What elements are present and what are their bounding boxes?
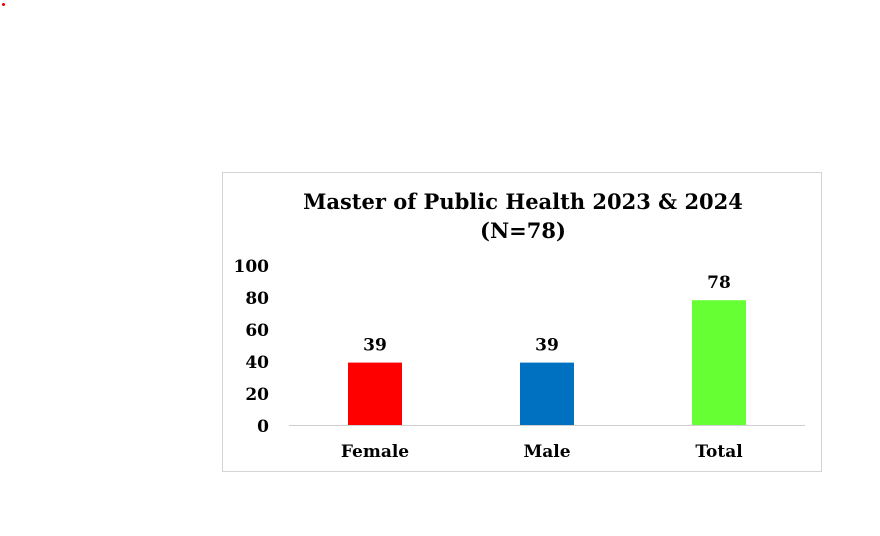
y-tick-label: 20 bbox=[245, 385, 269, 405]
x-axis: Female Male Total bbox=[341, 442, 743, 462]
bar-female bbox=[348, 362, 402, 425]
data-label-female: 39 bbox=[363, 336, 387, 356]
data-label-total: 78 bbox=[707, 273, 731, 293]
x-tick-label-total: Total bbox=[695, 442, 743, 462]
y-tick-label: 60 bbox=[245, 321, 269, 341]
chart-area: Master of Public Health 2023 & 2024 (N=7… bbox=[222, 172, 822, 472]
data-labels: 39 39 78 bbox=[363, 273, 731, 355]
red-dot-marker bbox=[2, 3, 5, 6]
bar-total bbox=[692, 300, 746, 425]
bars bbox=[348, 300, 746, 425]
chart-subtitle-line: (N=78) bbox=[480, 218, 566, 243]
bar-male bbox=[520, 362, 574, 425]
x-tick-label-female: Female bbox=[341, 442, 409, 462]
y-tick-label: 80 bbox=[245, 289, 269, 309]
y-tick-label: 40 bbox=[245, 353, 269, 373]
y-axis: 0 20 40 60 80 100 bbox=[234, 257, 270, 437]
chart-title-line: Master of Public Health 2023 & 2024 bbox=[303, 189, 743, 214]
y-tick-label: 100 bbox=[234, 257, 270, 277]
y-tick-label: 0 bbox=[257, 417, 269, 437]
chart-title: Master of Public Health 2023 & 2024 (N=7… bbox=[223, 187, 823, 245]
data-label-male: 39 bbox=[535, 336, 559, 356]
bar-plot: 0 20 40 60 80 100 39 39 78 Female Male Total bbox=[234, 257, 805, 462]
x-tick-label-male: Male bbox=[523, 442, 570, 462]
